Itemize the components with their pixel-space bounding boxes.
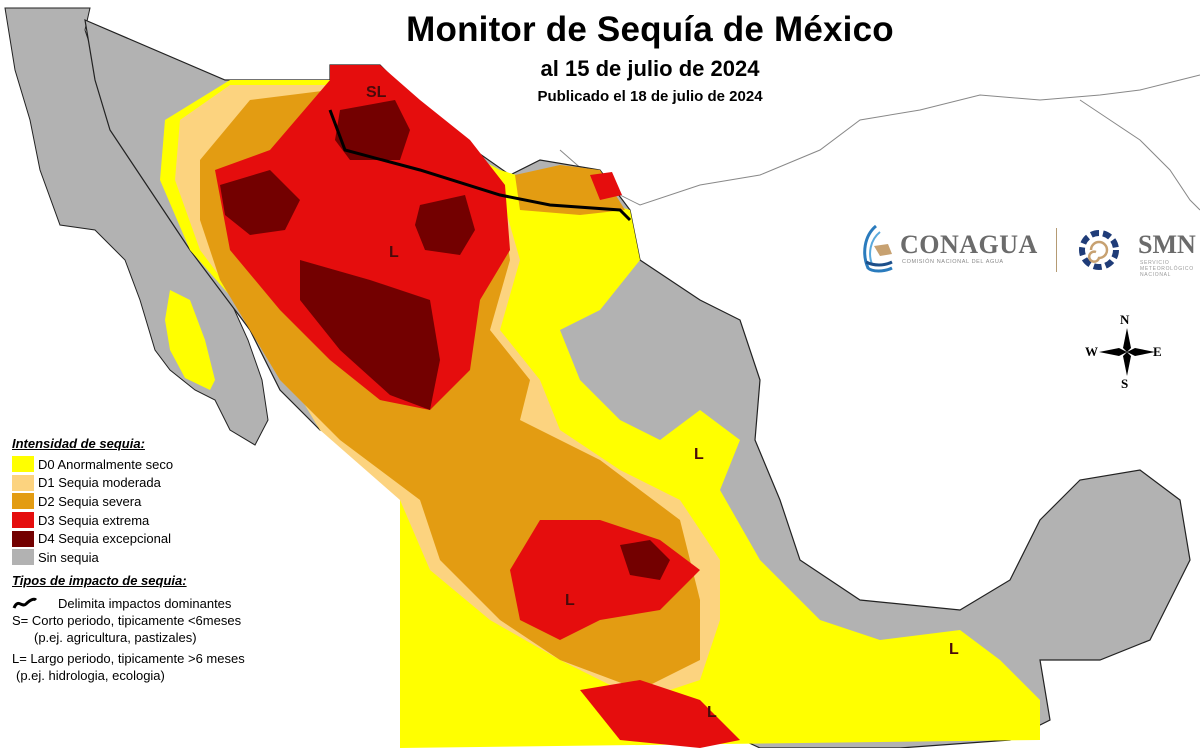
legend-label: D1 Sequia moderada	[38, 475, 161, 491]
impact-line-label: Delimita impactos dominantes	[58, 595, 232, 611]
legend-item-none: Sin sequia	[12, 548, 302, 567]
short-term-example: (p.ej. agricultura, pastizales)	[34, 629, 197, 645]
boundary-line-icon	[12, 597, 38, 609]
map-title: Monitor de Sequía de México	[406, 10, 894, 49]
conagua-wordmark: CONAGUA	[900, 230, 1038, 259]
legend-item-d1: D1 Sequia moderada	[12, 474, 302, 493]
d4-chihuahua-east	[415, 195, 475, 255]
smn-subtitle-line: NACIONAL	[1140, 272, 1172, 278]
d4-sonora	[220, 170, 300, 235]
impact-legend-title: Tipos de impacto de sequia:	[12, 572, 187, 588]
short-term-label: S= Corto periodo, tipicamente <6meses	[12, 612, 242, 628]
swatch-d0	[12, 456, 34, 473]
map-label-sl: SL	[366, 84, 387, 101]
legend-item-d4: D4 Sequia excepcional	[12, 529, 302, 548]
compass-east: E	[1153, 344, 1162, 359]
swatch-none	[12, 549, 34, 566]
legend-item-d0: D0 Anormalmente seco	[12, 455, 302, 474]
compass-north: N	[1120, 312, 1130, 327]
smn-subtitle: SERVICIO METEOROLÓGICO NACIONAL	[1140, 260, 1194, 278]
d4-chihuahua-north	[335, 100, 410, 160]
intensity-legend-title: Intensidad de sequia:	[12, 436, 145, 451]
d4-sierra	[300, 260, 440, 410]
smn-subtitle-line: SERVICIO	[1140, 260, 1170, 266]
impact-boundary-line	[328, 109, 632, 222]
legend-label: Sin sequia	[38, 549, 99, 565]
smn-subtitle-line: METEOROLÓGICO	[1140, 266, 1194, 272]
publish-date: Publicado el 18 de julio de 2024	[537, 88, 763, 105]
swatch-d4	[12, 530, 34, 547]
legend-label: D0 Anormalmente seco	[38, 456, 174, 472]
d4-central	[620, 540, 670, 580]
conagua-subtitle: COMISIÓN NACIONAL DEL AGUA	[902, 259, 1004, 265]
smn-wordmark: SMN	[1138, 230, 1196, 259]
florida-coast	[1079, 99, 1200, 211]
legend-label: D3 Sequia extrema	[38, 512, 150, 528]
d3-south-coast	[580, 680, 740, 748]
baja-sur-d0	[165, 290, 215, 390]
long-term-label: L= Largo periodo, tipicamente >6 meses	[12, 650, 245, 666]
map-label-l: L	[565, 592, 575, 609]
compass-rose: N W E S	[1080, 310, 1180, 392]
smn-logo-icon	[1079, 230, 1119, 270]
impact-legend: Tipos de impacto de sequia: Delimita imp…	[12, 573, 302, 683]
legend: Intensidad de sequia: D0 Anormalmente se…	[12, 436, 302, 685]
gulf-coastline	[559, 74, 1200, 206]
map-label-l: L	[949, 641, 959, 658]
legend-label: D2 Sequia severa	[38, 493, 142, 509]
long-term-example: (p.ej. hidrologia, ecologia)	[16, 667, 165, 683]
legend-item-d2: D2 Sequia severa	[12, 492, 302, 511]
compass-south: S	[1121, 376, 1129, 391]
legend-label: D4 Sequia excepcional	[38, 531, 171, 547]
swatch-d2	[12, 493, 34, 510]
map-subtitle: al 15 de julio de 2024	[540, 56, 760, 81]
logos: CONAGUA COMISIÓN NACIONAL DEL AGUA SMN S…	[856, 222, 1196, 282]
compass-west: W	[1085, 344, 1098, 359]
d3-ne-spot	[590, 172, 622, 200]
conagua-logo-icon	[863, 224, 893, 273]
map-label-l: L	[389, 244, 399, 261]
legend-item-d3: D3 Sequia extrema	[12, 511, 302, 530]
swatch-d1	[12, 474, 34, 491]
compass-star-icon	[1099, 328, 1155, 376]
swatch-d3	[12, 512, 34, 529]
d3-north	[215, 65, 510, 410]
map-label-l: L	[694, 446, 704, 463]
logo-divider	[1056, 228, 1057, 272]
impact-line-item: Delimita impactos dominantes	[12, 596, 302, 611]
map-label-l: L	[707, 704, 717, 721]
